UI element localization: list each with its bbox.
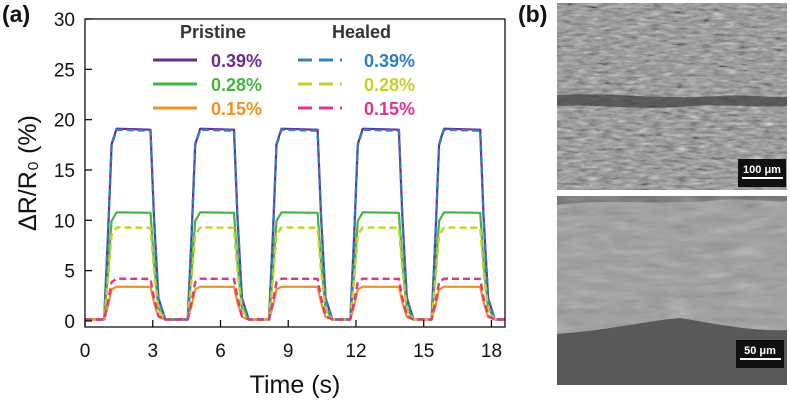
legend-label: 0.39% xyxy=(364,51,415,71)
scale-bar-label-100um: 100 μm xyxy=(743,164,781,176)
x-tick-label: 18 xyxy=(481,341,502,362)
y-tick-label: 20 xyxy=(54,111,75,132)
legend-label: 0.15% xyxy=(211,99,262,119)
legend-header-healed: Healed xyxy=(332,22,391,42)
strain-response-chart: 0 3 6 9 12 15 18 0 5 10 15 20 25 30 Pristine Healed 0.3… xyxy=(14,10,506,399)
x-tick-label: 12 xyxy=(345,341,366,362)
legend-label: 0.28% xyxy=(211,75,262,95)
y-tick-label: 0 xyxy=(64,312,75,333)
series-line-healed-0.39pct xyxy=(85,128,505,321)
series-line-healed-0.28pct xyxy=(85,226,505,321)
series-line-pristine-0.39pct xyxy=(85,127,505,321)
scale-bar-label-50um: 50 μm xyxy=(744,345,776,357)
sem-image-top: 100 μm xyxy=(557,3,787,190)
y-tick-label: 5 xyxy=(64,262,75,283)
series-layer xyxy=(85,127,505,321)
panel-label-a: (a) xyxy=(2,1,30,27)
sem-image-bottom: 50 μm xyxy=(557,196,787,385)
panel-label-b: (b) xyxy=(518,1,547,27)
y-tick-label: 30 xyxy=(54,10,75,31)
legend-label: 0.39% xyxy=(211,51,262,71)
y-tick-label: 25 xyxy=(54,60,75,81)
x-tick-label: 15 xyxy=(413,341,434,362)
x-axis-title: Time (s) xyxy=(250,371,341,399)
series-line-pristine-0.15pct xyxy=(85,285,505,321)
legend: Pristine Healed 0.39% 0.28% 0.15% 0.39% 0.28% 0… xyxy=(153,22,415,119)
y-tick-label: 10 xyxy=(54,211,75,232)
x-tick-label: 3 xyxy=(147,341,158,362)
y-axis-title: ΔR/R₀ (%) xyxy=(14,115,42,231)
axes-layer: 0 3 6 9 12 15 18 0 5 10 15 20 25 30 xyxy=(54,10,506,362)
y-tick-label: 15 xyxy=(54,161,75,182)
x-tick-label: 0 xyxy=(80,341,91,362)
legend-label: 0.28% xyxy=(364,75,415,95)
x-tick-label: 6 xyxy=(215,341,226,362)
series-line-healed-0.15pct xyxy=(85,277,505,321)
x-tick-label: 9 xyxy=(283,341,294,362)
legend-header-pristine: Pristine xyxy=(180,22,246,42)
legend-label: 0.15% xyxy=(364,99,415,119)
plot-frame xyxy=(84,18,506,328)
